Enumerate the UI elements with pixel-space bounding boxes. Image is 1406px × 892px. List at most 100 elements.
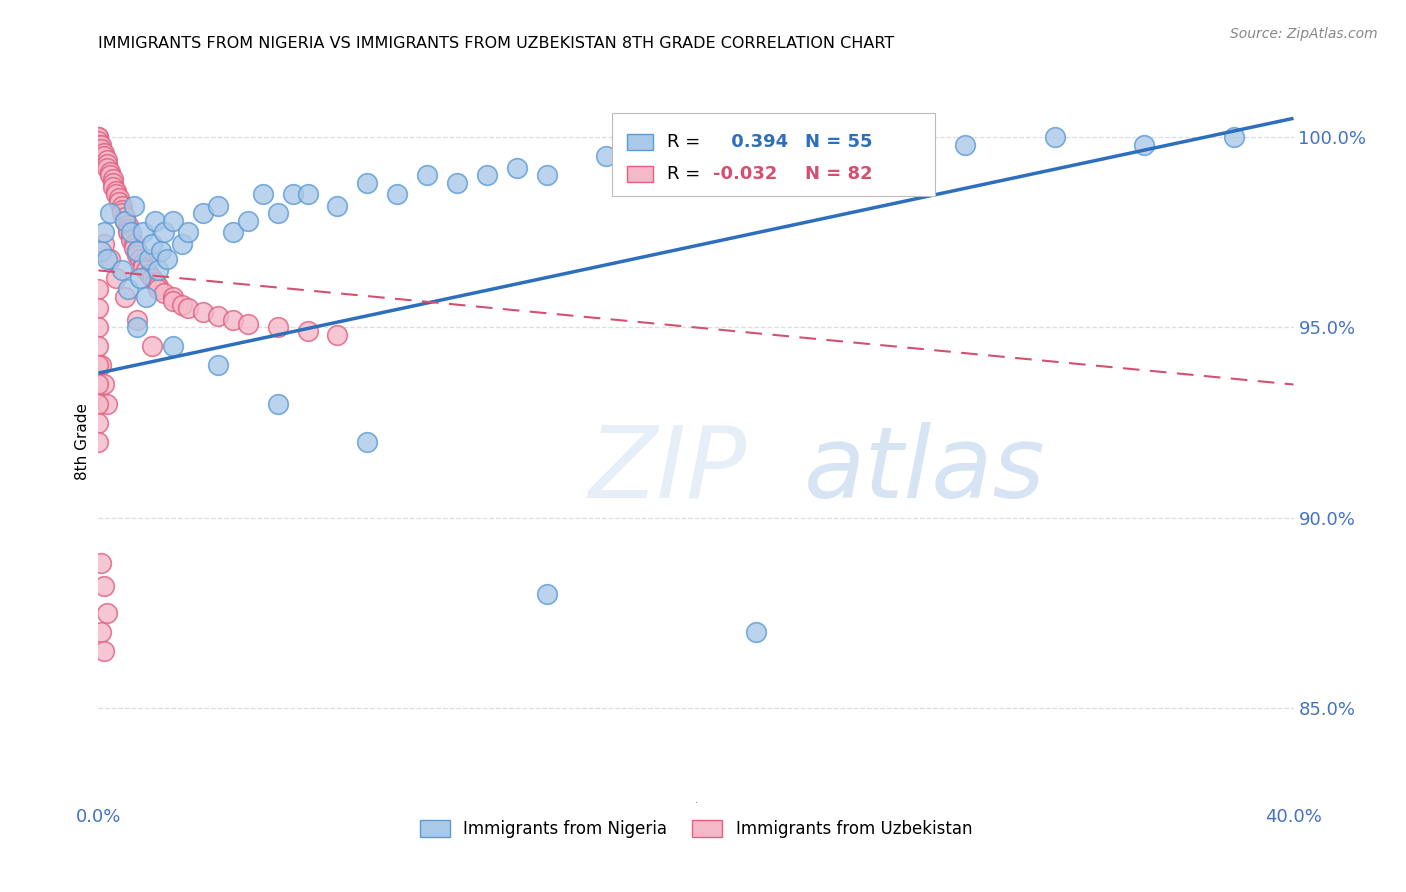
Point [222, 226, 245, 240]
Point [98, 206, 122, 220]
Point [132, 260, 155, 274]
Point [143, 214, 166, 228]
Point [446, 176, 468, 190]
Point [93, 226, 115, 240]
Point [326, 328, 349, 343]
Text: R =: R = [668, 133, 706, 151]
Point [153, 226, 176, 240]
Point [236, 317, 259, 331]
Y-axis label: 8th Grade: 8th Grade [75, 403, 90, 480]
Point [87, 339, 110, 353]
Point [207, 199, 229, 213]
Point [127, 320, 149, 334]
Text: ZIP: ZIP [589, 422, 747, 519]
Point [135, 290, 157, 304]
Point [162, 293, 184, 308]
Point [1043, 130, 1066, 145]
Point [953, 137, 976, 152]
Point [222, 313, 245, 327]
Point [356, 176, 378, 190]
Point [127, 248, 149, 262]
Point [252, 187, 274, 202]
Point [93, 579, 115, 593]
Point [156, 252, 179, 266]
Point [141, 236, 163, 251]
Point [87, 134, 110, 148]
Point [103, 176, 125, 190]
Point [132, 256, 155, 270]
Point [143, 275, 166, 289]
Point [162, 290, 184, 304]
Point [111, 206, 134, 220]
Point [138, 252, 160, 266]
Point [267, 320, 290, 334]
Point [90, 556, 112, 570]
Point [103, 179, 125, 194]
Point [191, 305, 214, 319]
Point [124, 241, 146, 255]
Point [87, 153, 110, 168]
Point [117, 218, 139, 232]
Point [105, 187, 128, 202]
Point [87, 142, 110, 156]
Point [297, 187, 319, 202]
Point [150, 244, 173, 259]
Point [114, 214, 136, 228]
Point [96, 606, 118, 620]
Point [98, 164, 122, 178]
Point [87, 396, 110, 410]
Point [148, 278, 170, 293]
Bar [627, 134, 652, 150]
Point [87, 130, 110, 145]
Text: N = 55: N = 55 [804, 133, 872, 151]
Point [114, 214, 136, 228]
Point [87, 359, 110, 373]
Point [87, 301, 110, 316]
Point [105, 271, 128, 285]
Point [148, 263, 170, 277]
Point [267, 206, 290, 220]
Point [595, 149, 617, 163]
Point [326, 199, 349, 213]
Point [96, 161, 118, 175]
Point [96, 252, 118, 266]
Point [87, 282, 110, 296]
Point [267, 396, 290, 410]
Point [105, 184, 128, 198]
Point [98, 252, 122, 266]
Point [87, 434, 110, 449]
Text: R =: R = [668, 165, 706, 183]
Point [93, 149, 115, 163]
Point [120, 226, 142, 240]
Bar [627, 166, 652, 182]
Point [87, 416, 110, 430]
Point [536, 169, 558, 183]
Point [103, 172, 125, 186]
Point [90, 359, 112, 373]
Point [127, 313, 149, 327]
Point [207, 359, 229, 373]
Point [775, 149, 797, 163]
Point [153, 286, 176, 301]
Point [536, 587, 558, 601]
Point [117, 221, 139, 235]
Point [111, 199, 134, 213]
Point [111, 263, 134, 277]
Point [96, 153, 118, 168]
Point [172, 298, 194, 312]
Point [385, 187, 409, 202]
Legend: Immigrants from Nigeria, Immigrants from Uzbekistan: Immigrants from Nigeria, Immigrants from… [413, 814, 979, 845]
Point [141, 271, 163, 285]
Point [506, 161, 529, 175]
Point [117, 282, 139, 296]
Point [120, 229, 142, 244]
Point [138, 267, 160, 281]
Point [177, 301, 200, 316]
Point [114, 210, 136, 224]
Point [148, 282, 170, 296]
Point [87, 137, 110, 152]
Point [297, 324, 319, 338]
Point [162, 339, 184, 353]
Point [236, 214, 259, 228]
Point [96, 157, 118, 171]
